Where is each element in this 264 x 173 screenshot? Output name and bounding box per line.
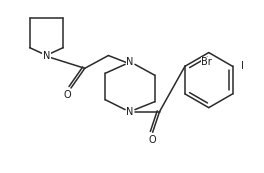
Text: O: O [63,90,71,100]
Text: O: O [149,135,157,145]
Text: N: N [126,57,134,67]
Text: Br: Br [201,57,212,67]
Text: N: N [126,107,134,117]
Text: N: N [43,51,50,61]
Text: I: I [241,61,244,71]
